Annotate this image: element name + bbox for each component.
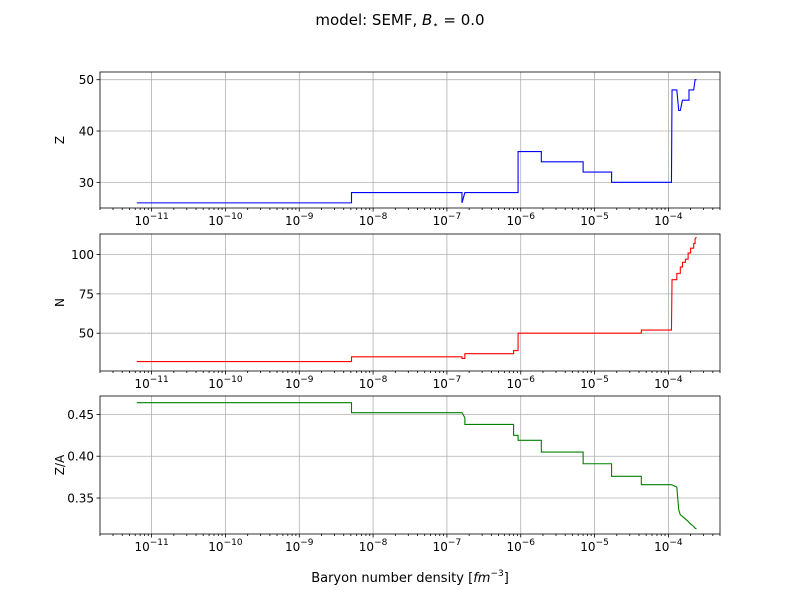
y-tick-label-n: 50 [79, 327, 94, 341]
x-tick-label-n: 10−7 [433, 375, 462, 391]
subplot-za: 10−11 10−10 10−9 10−8 10−7 10−6 10−5 10−4 0.35 0.… [53, 395, 721, 554]
y-tick-label-za: 0.45 [67, 408, 94, 422]
x-axis-label-exponent: −3 [490, 569, 503, 579]
x-axis-label-unit: fm [473, 571, 490, 586]
x-tick-label-n: 10−10 [208, 375, 243, 391]
x-tick-label-z: 10−8 [359, 212, 388, 228]
x-tick-label-n: 10−9 [285, 375, 314, 391]
y-axis-label-za: Z/A [53, 454, 67, 475]
x-tick-label-za: 10−6 [506, 538, 535, 554]
x-tick-label-z: 10−6 [506, 212, 535, 228]
y-tick-label-z: 30 [79, 176, 94, 190]
x-tick-label-za: 10−8 [359, 538, 388, 554]
x-tick-label-n: 10−4 [654, 375, 683, 391]
series-line-n [136, 236, 697, 363]
axes-frame-z [99, 71, 721, 209]
x-axis-label: Baryon number density [fm−3] [311, 569, 509, 586]
x-tick-label-n: 10−11 [134, 375, 168, 391]
y-axis-label-n: N [53, 298, 67, 307]
subplot-z: 10−11 10−10 10−9 10−8 10−7 10−6 10−5 10−4 30 40 50… [53, 71, 721, 228]
figure-title: model: SEMF, B⋆ = 0.0 [315, 11, 484, 31]
axes-frame-n [99, 233, 721, 372]
y-tick-label-n: 100 [71, 248, 94, 262]
series-line-z [136, 79, 697, 204]
x-axis-label-suffix: ] [504, 571, 509, 586]
title-b-symbol: B [422, 11, 432, 29]
y-tick-label-za: 0.35 [67, 492, 94, 506]
x-tick-label-n: 10−6 [506, 375, 535, 391]
title-suffix: = 0.0 [439, 11, 485, 29]
grid-n [100, 234, 720, 371]
y-tick-label-za: 0.40 [67, 450, 94, 464]
x-tick-label-z: 10−10 [208, 212, 243, 228]
x-tick-label-za: 10−7 [433, 538, 462, 554]
x-tick-label-za: 10−4 [654, 538, 683, 554]
x-tick-label-z: 10−7 [433, 212, 462, 228]
y-tick-label-n: 75 [79, 287, 94, 301]
x-tick-label-z: 10−4 [654, 212, 683, 228]
grid-za [100, 396, 720, 534]
x-tick-label-n: 10−8 [359, 375, 388, 391]
subplot-n: 10−11 10−10 10−9 10−8 10−7 10−6 10−5 10−4 50 75 10… [53, 233, 721, 391]
x-tick-label-z: 10−11 [134, 212, 168, 228]
x-tick-label-za: 10−11 [134, 538, 168, 554]
x-tick-label-z: 10−9 [285, 212, 314, 228]
x-tick-label-n: 10−5 [580, 375, 609, 391]
y-tick-label-z: 40 [79, 125, 94, 139]
x-tick-label-za: 10−9 [285, 538, 314, 554]
series-line-za [136, 402, 697, 530]
y-axis-label-z: Z [53, 136, 67, 144]
x-tick-label-za: 10−5 [580, 538, 609, 554]
title-star-sub: ⋆ [432, 20, 438, 31]
y-tick-label-z: 50 [79, 73, 94, 87]
subplots: 10−11 10−10 10−9 10−8 10−7 10−6 10−5 10−4 30 40 50… [53, 71, 721, 554]
title-prefix: model: SEMF, [315, 11, 422, 29]
axes-frame-za [99, 395, 721, 535]
x-axis-label-prefix: Baryon number density [ [311, 571, 473, 586]
x-tick-label-za: 10−10 [208, 538, 243, 554]
x-tick-label-z: 10−5 [580, 212, 609, 228]
